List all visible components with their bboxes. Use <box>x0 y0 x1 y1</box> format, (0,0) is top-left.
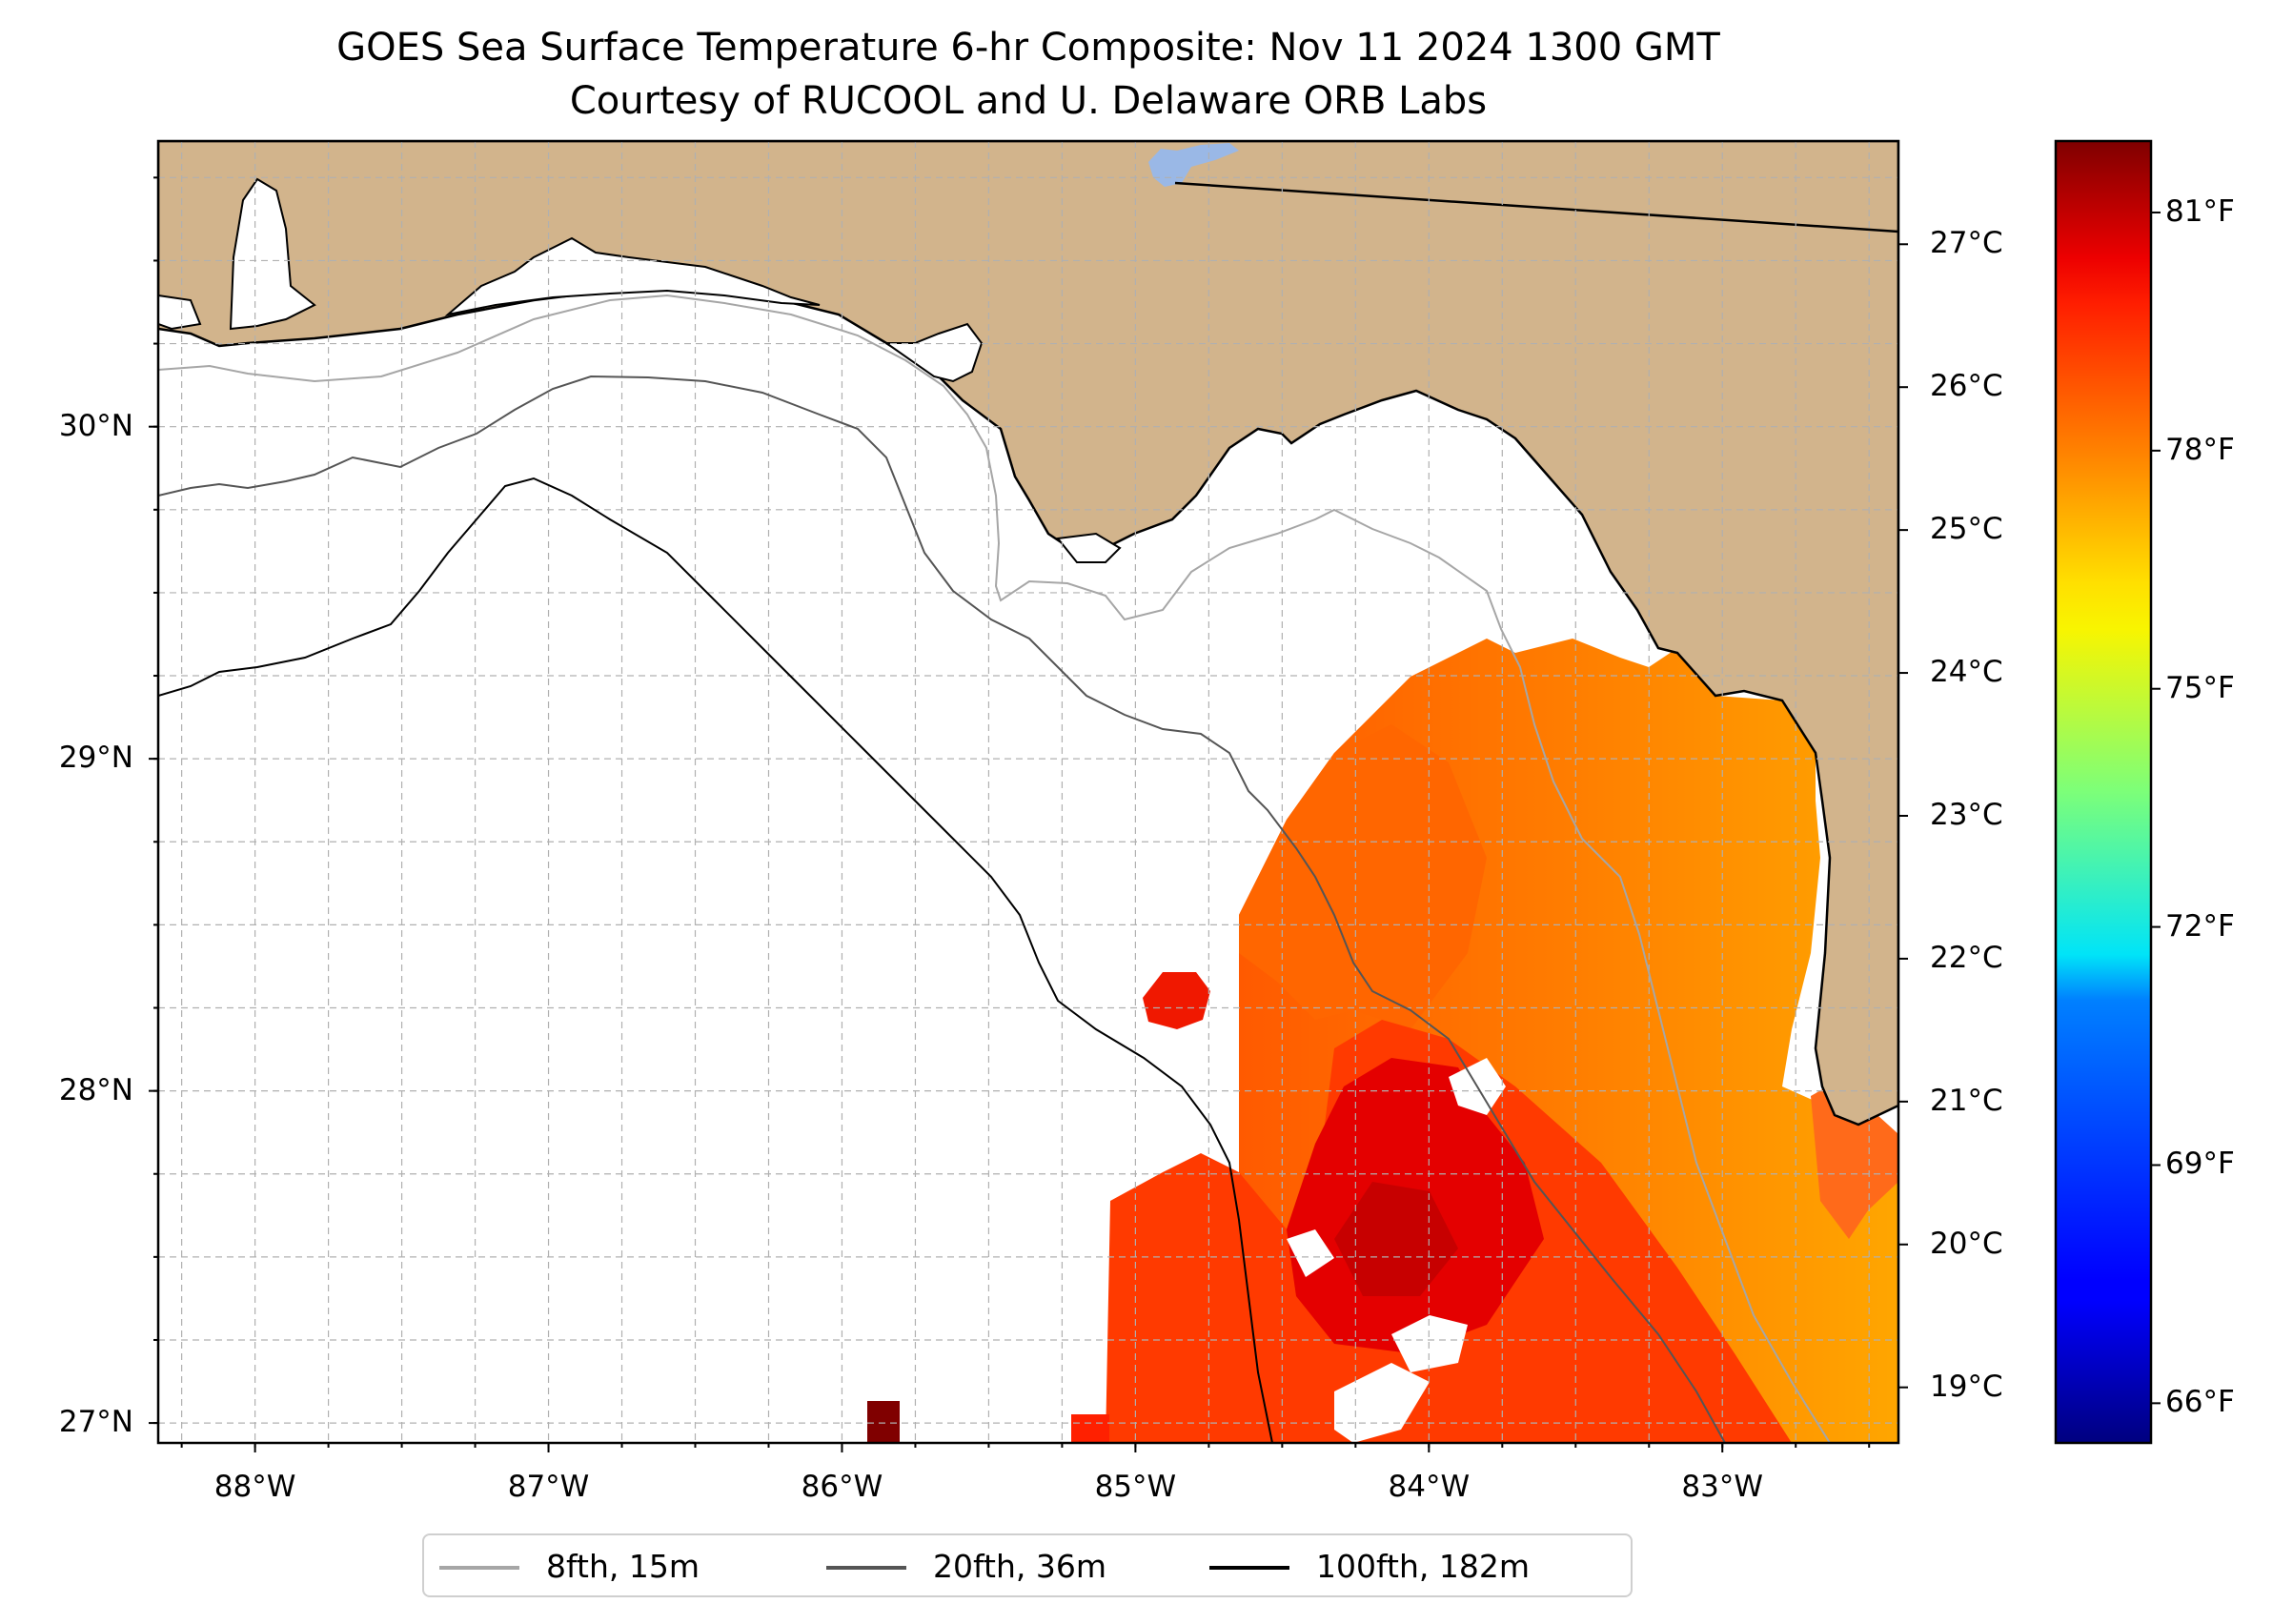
lat-label: 27°N <box>58 1405 133 1440</box>
lon-label: 85°W <box>1094 1470 1177 1504</box>
isobath-20fth <box>158 375 1726 1443</box>
celsius-label: 20°C <box>1930 1226 2003 1261</box>
lake <box>1148 143 1239 187</box>
legend-swatch <box>1209 1566 1289 1570</box>
legend-swatch <box>439 1566 519 1570</box>
map-content <box>158 141 1898 1443</box>
sst-field <box>867 639 1898 1443</box>
fahrenheit-label: 75°F <box>2165 670 2235 705</box>
celsius-label: 27°C <box>1930 226 2003 261</box>
map-subtitle: Courtesy of RUCOOL and U. Delaware ORB L… <box>569 79 1488 123</box>
legend-swatch <box>826 1566 906 1570</box>
fahrenheit-label: 72°F <box>2165 908 2235 944</box>
fahrenheit-label: 66°F <box>2165 1385 2235 1420</box>
lon-label: 84°W <box>1388 1470 1471 1504</box>
fahrenheit-label: 69°F <box>2165 1147 2235 1182</box>
celsius-label: 21°C <box>1930 1083 2003 1118</box>
bays <box>158 177 1122 563</box>
isobath-100fth <box>158 477 1273 1443</box>
map-frame <box>156 139 1900 1445</box>
lat-label: 28°N <box>58 1072 133 1107</box>
lat-label: 30°N <box>58 408 133 443</box>
isobath-8fth <box>158 294 1831 1443</box>
map-ticks <box>149 176 1871 1452</box>
lat-label: 29°N <box>58 741 133 776</box>
celsius-label: 25°C <box>1930 512 2003 547</box>
celsius-label: 24°C <box>1930 655 2003 690</box>
legend-label: 100fth, 182m <box>1316 1548 1530 1585</box>
celsius-label: 23°C <box>1930 797 2003 832</box>
colorbar <box>2054 139 2153 1445</box>
legend-label: 20fth, 36m <box>933 1548 1106 1585</box>
lon-label: 83°W <box>1681 1470 1764 1504</box>
lon-label: 86°W <box>801 1470 883 1504</box>
map-title: GOES Sea Surface Temperature 6-hr Compos… <box>336 26 1720 70</box>
celsius-label: 19°C <box>1930 1369 2003 1404</box>
legend-label: 8fth, 15m <box>546 1548 700 1585</box>
lon-label: 88°W <box>213 1470 296 1504</box>
gridlines <box>158 141 1898 1443</box>
isobath-legend: 8fth, 15m 20fth, 36m 100fth, 182m <box>422 1533 1633 1597</box>
fahrenheit-label: 78°F <box>2165 432 2235 467</box>
lon-label: 87°W <box>507 1470 590 1504</box>
celsius-label: 22°C <box>1930 940 2003 975</box>
state-boundary <box>1174 181 1898 233</box>
colorbar-ticks <box>1898 211 2161 1405</box>
celsius-label: 26°C <box>1930 369 2003 404</box>
fahrenheit-label: 81°F <box>2165 193 2235 229</box>
